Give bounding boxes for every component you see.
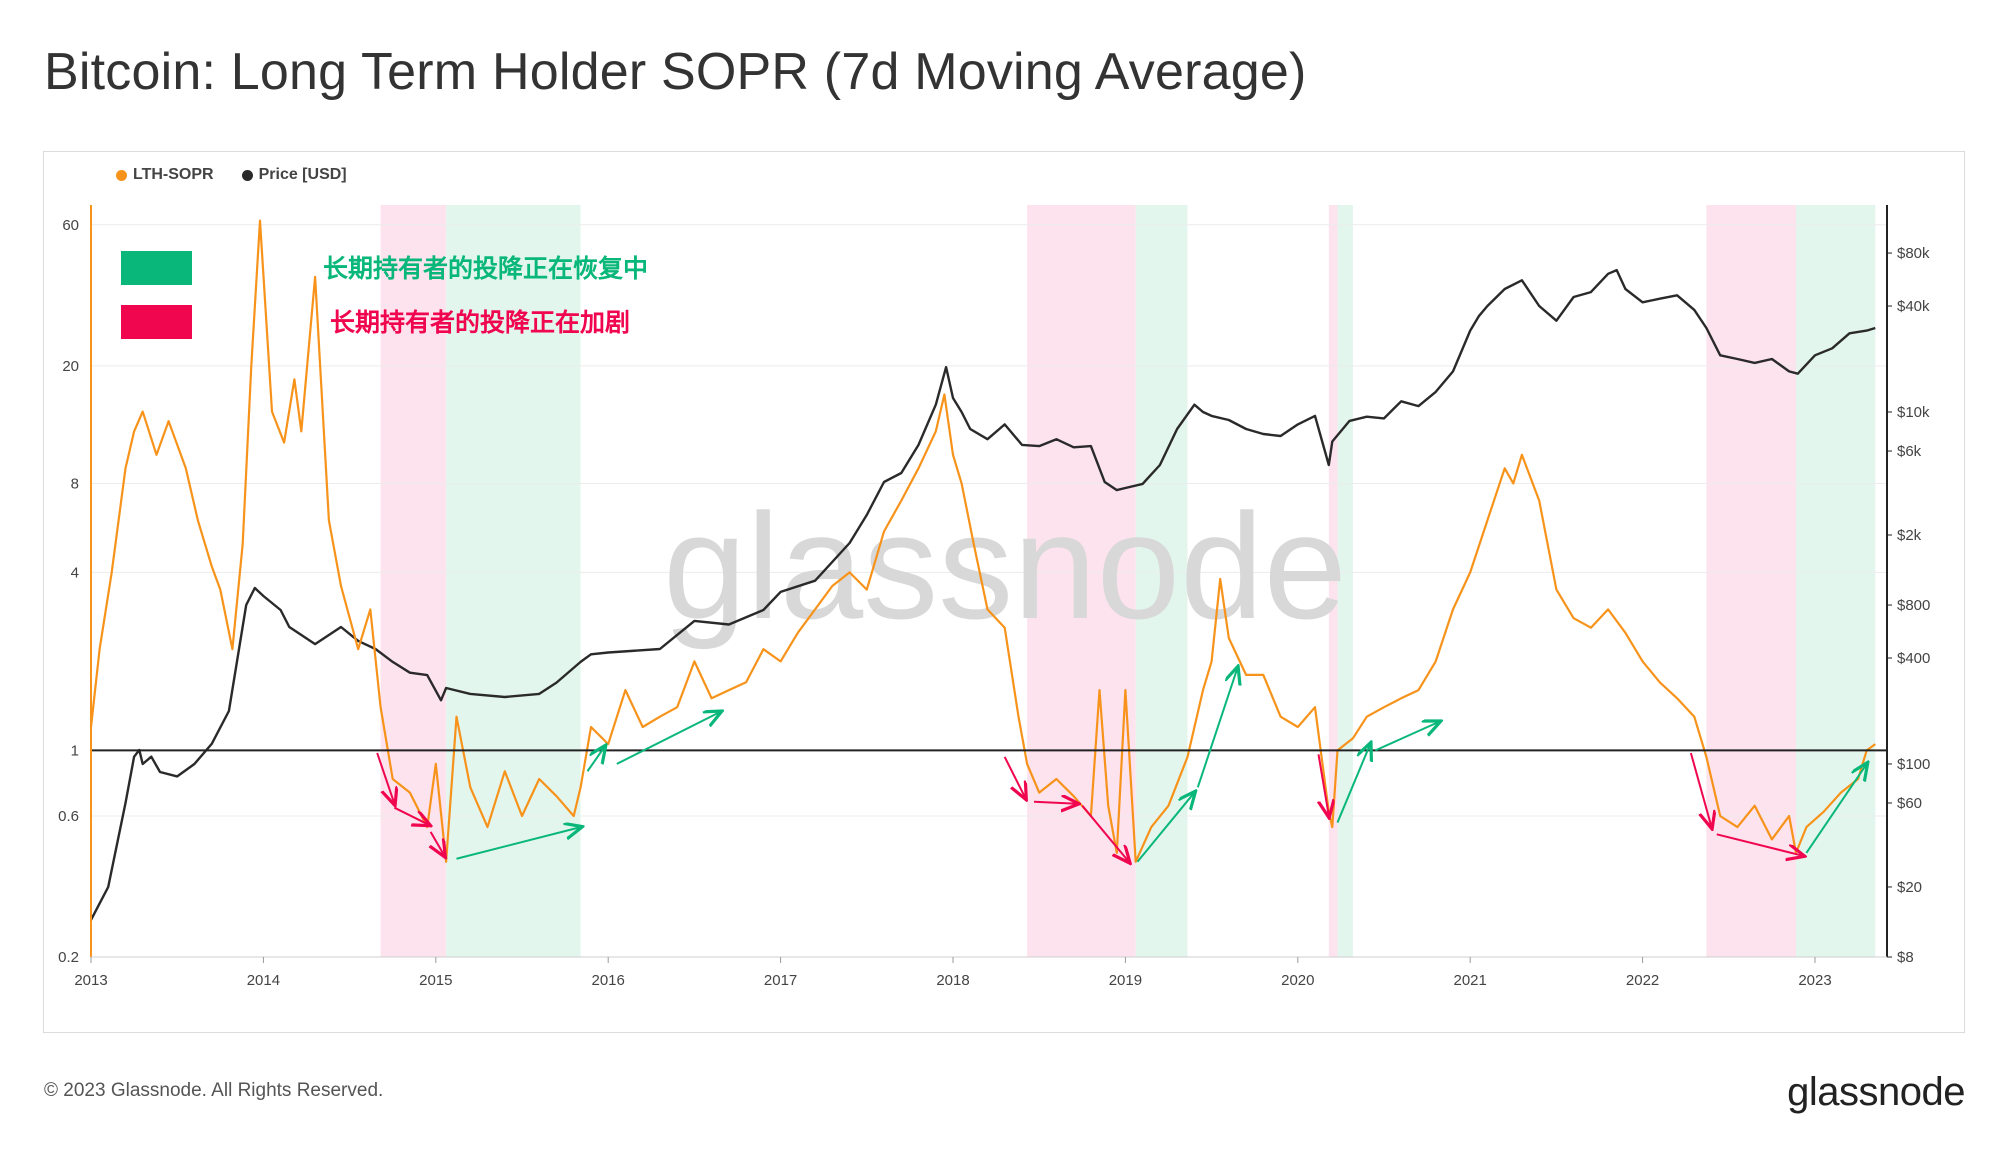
legend-dot-price — [241, 169, 253, 181]
y-left-tick-label: 1 — [71, 742, 79, 759]
y-right-tick-label: $80k — [1897, 245, 1930, 262]
y-right-tick-label: $100 — [1897, 756, 1930, 773]
swatch-green — [121, 251, 192, 285]
regime-bands — [380, 205, 1876, 957]
y-right-tick-label: $60 — [1897, 795, 1922, 812]
chart-frame — [43, 151, 1965, 1033]
arrow-green — [616, 712, 720, 765]
arrow-green — [1374, 722, 1439, 752]
arrow-green — [586, 747, 605, 772]
y-left-tick-label: 20 — [62, 358, 79, 375]
glassnode-logo: glassnode — [1787, 1070, 1965, 1114]
arrow-green — [456, 827, 580, 860]
x-tick-label: 2016 — [592, 972, 625, 989]
y-left-tick-label: 0.2 — [58, 949, 79, 966]
x-tick-label: 2018 — [936, 972, 969, 989]
y-left-tick-label: 0.6 — [58, 808, 79, 825]
annotation-intensifying: 长期持有者的投降正在加剧 — [330, 308, 630, 337]
legend-item-sopr[interactable]: LTH-SOPR — [116, 166, 214, 184]
band-green — [1337, 205, 1353, 957]
arrow-green — [1196, 668, 1238, 788]
x-tick-label: 2015 — [419, 972, 452, 989]
legend-item-price[interactable]: Price [USD] — [241, 166, 347, 184]
y-right-tick-label: $6k — [1897, 443, 1922, 460]
band-green — [1796, 205, 1876, 957]
y-right-tick-label: $400 — [1897, 650, 1930, 667]
x-tick-label: 2013 — [74, 972, 107, 989]
series-lines — [89, 219, 1887, 921]
watermark: glassnode — [663, 482, 1347, 650]
arrow-red — [1318, 754, 1328, 816]
y-left-tick-label: 60 — [62, 217, 79, 234]
x-tick-label: 2021 — [1454, 972, 1487, 989]
arrow-red — [1033, 802, 1077, 804]
y-left-tick-label: 4 — [71, 564, 79, 581]
copyright: © 2023 Glassnode. All Rights Reserved. — [44, 1080, 384, 1101]
legend-dot-sopr — [116, 169, 127, 181]
arrow-red — [1716, 833, 1803, 855]
sopr-line — [89, 219, 1876, 863]
arrow-green — [1805, 764, 1866, 854]
band-red — [1706, 205, 1797, 957]
arrow-red — [431, 831, 445, 856]
y-right-tick-label: $2k — [1897, 527, 1922, 544]
arrow-red — [1081, 805, 1129, 862]
arrow-green — [1136, 793, 1194, 863]
arrow-red — [1689, 752, 1712, 827]
y-right-tick-label: $40k — [1897, 298, 1930, 315]
x-tick-label: 2022 — [1626, 972, 1659, 989]
legend-label-price: Price [USD] — [258, 166, 347, 183]
annotation-arrows — [376, 668, 1867, 863]
legend-label-sopr: LTH-SOPR — [133, 166, 214, 183]
x-tick-label: 2023 — [1798, 972, 1831, 989]
y-left-tick-label: 8 — [71, 475, 79, 492]
y-right-tick-label: $20 — [1897, 879, 1922, 896]
page-title: Bitcoin: Long Term Holder SOPR (7d Movin… — [44, 43, 1307, 101]
x-tick-label: 2019 — [1109, 972, 1142, 989]
y-right-tick-label: $10k — [1897, 404, 1930, 421]
arrow-red — [1003, 756, 1026, 798]
band-red — [380, 205, 447, 957]
band-green — [446, 205, 581, 957]
y-right-tick-label: $800 — [1897, 597, 1930, 614]
x-tick-label: 2020 — [1281, 972, 1314, 989]
axes: 60 20 8 4 1 0.6 0.2 $80k $40k $10k $6k $2k $800 $400 $… — [58, 205, 1930, 989]
x-tick-label: 2014 — [247, 972, 280, 989]
price-line — [89, 268, 1876, 921]
chart-legend: LTH-SOPR Price [USD] — [116, 166, 347, 184]
x-tick-label: 2017 — [764, 972, 797, 989]
y-right-tick-label: $8 — [1897, 949, 1914, 966]
arrow-red — [376, 752, 394, 804]
annotation-recovering: 长期持有者的投降正在恢复中 — [323, 254, 648, 283]
arrow-red — [393, 806, 428, 825]
band-red — [1328, 205, 1338, 957]
arrow-green — [1336, 744, 1370, 823]
swatch-red — [121, 305, 192, 339]
